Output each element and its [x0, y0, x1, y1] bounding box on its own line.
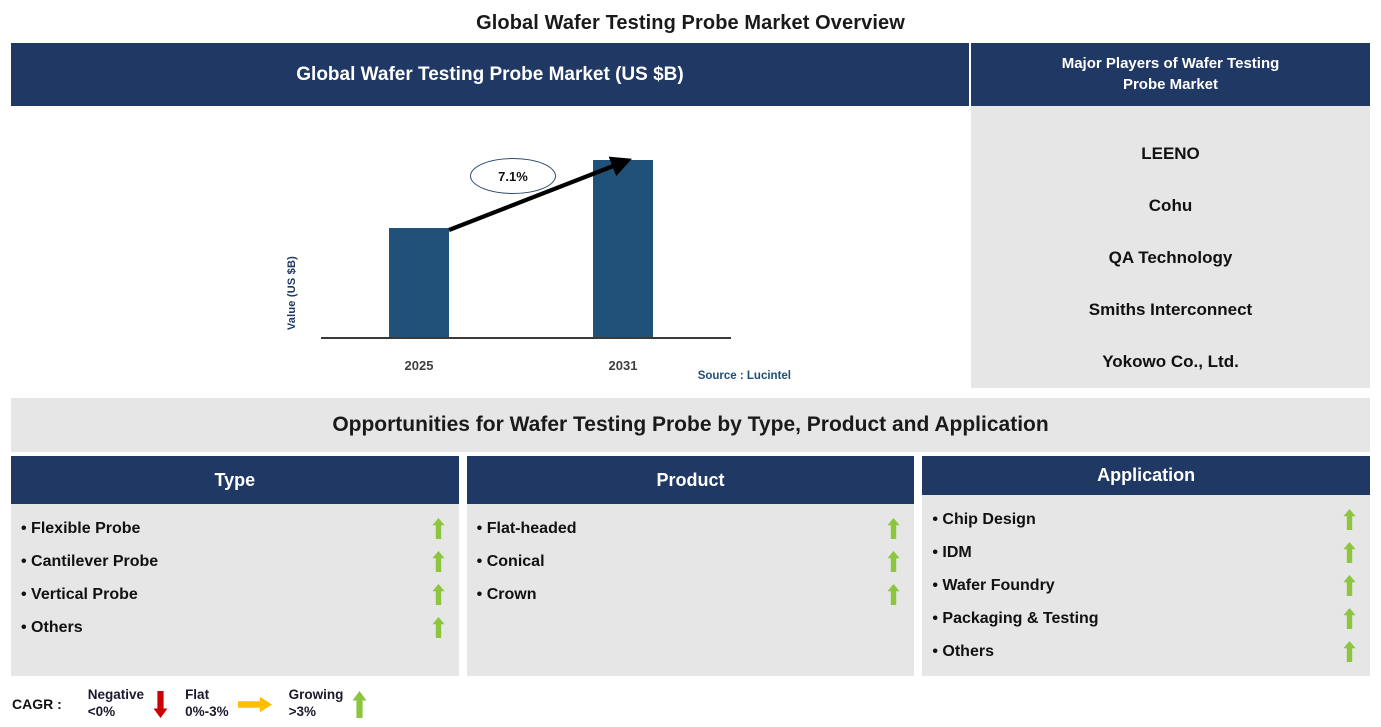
opportunities-columns: Type • Flexible Probe • Cantilever Probe… [11, 456, 1371, 676]
major-players-header: Major Players of Wafer Testing Probe Mar… [971, 43, 1370, 106]
list-item-label: • Vertical Probe [21, 585, 138, 603]
opportunity-column-body: • Chip Design • IDM • Wafer Foundry • Pa… [922, 495, 1370, 676]
major-players-panel: Major Players of Wafer Testing Probe Mar… [971, 43, 1370, 388]
arrow-up-icon [887, 518, 900, 539]
list-item: Yokowo Co., Ltd. [1102, 352, 1239, 371]
cagr-legend-growing-label: Growing [288, 687, 344, 703]
list-item: • Wafer Foundry [932, 569, 1356, 602]
cagr-legend-growing-range: >3% [288, 704, 316, 719]
arrow-up-icon [1343, 608, 1356, 629]
cagr-legend-flat-label: Flat [185, 687, 210, 703]
opportunity-column-header: Application [922, 456, 1371, 495]
cagr-legend-flat-text: Flat 0%-3% [185, 687, 229, 721]
growth-arrow-icon [448, 156, 632, 232]
x-tick-label-2031: 2031 [608, 358, 638, 373]
cagr-legend-entry-growing: Growing >3% [289, 687, 377, 721]
chart-plot-area: 2025 2031 7.1% [321, 116, 731, 401]
major-players-list: LEENO Cohu QA Technology Smiths Intercon… [971, 106, 1370, 388]
cagr-legend-negative-label: Negative [87, 687, 145, 703]
list-item-label: • Cantilever Probe [21, 552, 159, 570]
chart-y-axis-label: Value (US $B) [286, 256, 298, 331]
list-item: • Cantilever Probe [21, 545, 445, 578]
top-row: Global Wafer Testing Probe Market (US $B… [11, 43, 1370, 388]
list-item: • Chip Design [932, 503, 1356, 536]
list-item: Cohu [1148, 196, 1193, 215]
list-item-label: • Flat-headed [476, 519, 577, 537]
arrow-up-icon [432, 584, 445, 605]
list-item: • Flexible Probe [21, 512, 445, 545]
cagr-legend-negative-range: <0% [87, 704, 116, 719]
opportunity-column-product: Product • Flat-headed • Conical • Crown [466, 456, 915, 676]
chart-source-note: Source : Lucintel [697, 370, 791, 382]
x-tick-label-2025: 2025 [404, 358, 434, 373]
list-item: • Crown [477, 578, 901, 611]
list-item: QA Technology [1108, 248, 1233, 267]
list-item: • Packaging & Testing [932, 602, 1356, 635]
list-item-label: • IDM [932, 543, 972, 561]
cagr-legend: CAGR : Negative <0% Flat 0%-3% Growing >… [12, 684, 384, 724]
list-item-label: • Chip Design [932, 510, 1036, 528]
arrow-up-icon [432, 551, 445, 572]
list-item-label: • Crown [476, 585, 537, 603]
arrow-down-icon [153, 690, 168, 718]
list-item: • Conical [477, 545, 901, 578]
list-item-label: • Wafer Foundry [932, 576, 1055, 594]
cagr-legend-growing-text: Growing >3% [289, 687, 344, 721]
opportunity-column-application: Application • Chip Design • IDM • Wafer … [922, 456, 1371, 676]
major-players-header-line1: Major Players of Wafer Testing [1061, 55, 1280, 73]
arrow-up-icon [1343, 509, 1356, 530]
arrow-up-icon [887, 584, 900, 605]
opportunity-column-type: Type • Flexible Probe • Cantilever Probe… [11, 456, 459, 676]
arrow-up-icon [1343, 575, 1356, 596]
arrow-up-icon [352, 690, 367, 718]
cagr-callout-bubble: 7.1% [470, 158, 556, 194]
arrow-up-icon [1343, 542, 1356, 563]
market-chart-body: Value (US $B) 2025 2031 7.1% So [11, 106, 969, 388]
list-item-label: • Others [21, 618, 83, 636]
list-item: • Others [21, 611, 445, 644]
major-players-header-line2: Probe Market [1122, 75, 1219, 93]
list-item: • Others [932, 635, 1356, 668]
list-item: • IDM [932, 536, 1356, 569]
cagr-legend-entry-negative: Negative <0% [88, 687, 177, 721]
opportunity-column-header: Type [11, 456, 459, 504]
arrow-up-icon [432, 617, 445, 638]
list-item: • Flat-headed [477, 512, 901, 545]
list-item-label: • Flexible Probe [21, 519, 141, 537]
arrow-up-icon [1343, 641, 1356, 662]
page-title: Global Wafer Testing Probe Market Overvi… [476, 12, 905, 34]
cagr-legend-entry-flat: Flat 0%-3% [185, 687, 281, 721]
list-item: • Vertical Probe [21, 578, 445, 611]
list-item-label: • Packaging & Testing [932, 609, 1099, 627]
opportunities-banner: Opportunities for Wafer Testing Probe by… [11, 398, 1370, 452]
list-item: LEENO [1141, 144, 1200, 163]
cagr-legend-title: CAGR : [12, 696, 62, 712]
arrow-up-icon [432, 518, 445, 539]
cagr-legend-flat-range: 0%-3% [185, 704, 229, 719]
opportunity-column-header: Product [466, 456, 915, 504]
chart-x-axis-line [321, 337, 731, 339]
bar-2031 [593, 160, 653, 337]
market-chart-panel: Global Wafer Testing Probe Market (US $B… [11, 43, 969, 388]
list-item: Smiths Interconnect [1088, 300, 1253, 319]
list-item-label: • Others [932, 642, 994, 660]
arrow-right-icon [237, 696, 272, 712]
arrow-up-icon [887, 551, 900, 572]
opportunity-column-body: • Flexible Probe • Cantilever Probe • Ve… [11, 504, 459, 676]
opportunity-column-body: • Flat-headed • Conical • Crown [467, 504, 915, 676]
cagr-legend-negative-text: Negative <0% [88, 687, 144, 721]
market-chart-header: Global Wafer Testing Probe Market (US $B… [11, 43, 969, 106]
bar-2025 [389, 228, 449, 337]
list-item-label: • Conical [476, 552, 545, 570]
